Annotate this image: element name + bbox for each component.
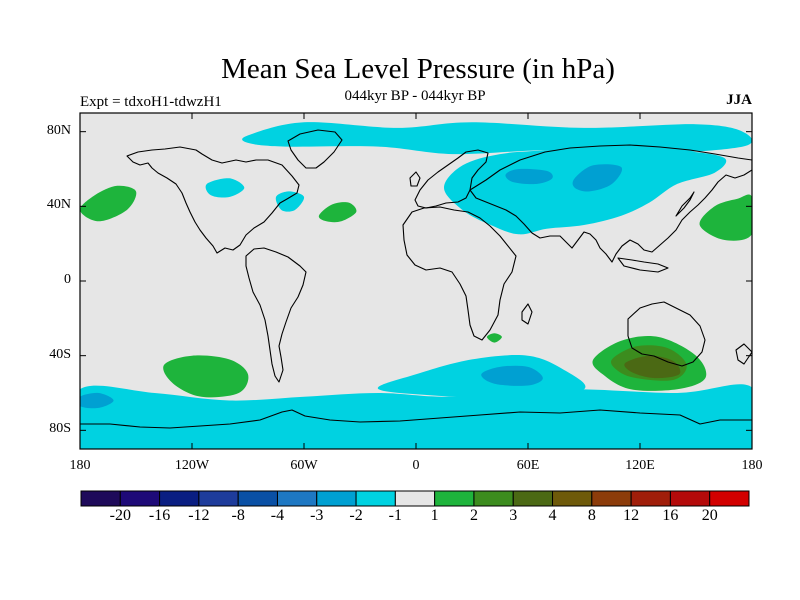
colorbar-swatch: [159, 490, 200, 507]
colorbar-label: -2: [349, 507, 363, 524]
colorbar-label: 8: [587, 507, 596, 524]
colorbar-label: -16: [148, 507, 171, 524]
contour-region-southern-ocean-negative: [80, 384, 752, 449]
experiment-label: Expt = tdxoH1-tdwzH1: [80, 94, 222, 110]
coastline-indonesia: [617, 257, 669, 273]
colorbar-swatch: [434, 490, 475, 507]
colorbar-label: 20: [701, 507, 718, 524]
contour-region-south-indian-low: [481, 365, 543, 386]
map-title: Mean Sea Level Pressure (in hPa): [221, 53, 615, 85]
colorbar-swatch: [552, 490, 593, 507]
colorbar-swatch: [512, 490, 554, 507]
colorbar-label: -12: [188, 507, 210, 524]
contour-region-south-indian-negative: [377, 355, 586, 401]
colorbar-label: -1: [388, 507, 402, 524]
coastline-south-america: [245, 247, 307, 383]
x-tick-label: 120E: [625, 458, 655, 473]
coastline-europe: [414, 149, 489, 209]
colorbar-swatch: [237, 490, 278, 507]
contour-region-north-america-negative: [205, 178, 245, 198]
colorbar-swatch: [80, 490, 121, 507]
colorbar-swatch: [394, 490, 436, 507]
contour-region-central-asia-low-2: [572, 164, 623, 192]
contour-region-north-atlantic-negative: [275, 191, 305, 212]
colorbar-swatch: [630, 490, 671, 507]
contour-region-south-pacific-high: [163, 355, 249, 398]
x-tick-label: 0: [412, 458, 420, 473]
contour-region-atlantic-small-high: [486, 333, 502, 343]
y-tick-label: 40S: [49, 346, 71, 362]
colorbar-label: -8: [231, 507, 245, 524]
contour-region-north-atlantic-high: [318, 202, 357, 223]
y-tick-label: 80S: [49, 421, 71, 437]
colorbar-swatch: [709, 490, 750, 507]
contour-region-north-pacific-high: [80, 185, 137, 222]
season-label: JJA: [726, 92, 752, 108]
contour-region-arctic-negative: [242, 122, 752, 155]
coastline-madagascar: [521, 303, 533, 325]
colorbar-label: 4: [548, 507, 557, 524]
coastline-asia: [469, 144, 752, 263]
x-tick-label: 120W: [174, 458, 210, 473]
colorbar-swatch: [198, 490, 239, 507]
colorbar-label: -3: [310, 507, 324, 524]
coastline-antarctica: [80, 409, 752, 429]
colorbar-label: 16: [662, 507, 679, 524]
colorbar-swatch: [276, 490, 318, 507]
colorbar-label: 3: [509, 507, 518, 524]
colorbar-swatch: [355, 490, 396, 507]
y-tick-label: 40N: [46, 197, 71, 213]
coastline-greenland: [287, 129, 343, 169]
x-tick-label: 180: [741, 458, 763, 473]
contour-region-west-pacific-high: [699, 194, 752, 241]
colorbar-swatch: [316, 490, 357, 507]
colorbar-label: 2: [469, 507, 478, 524]
coastline-uk: [409, 171, 421, 187]
x-tick-label: 60W: [290, 458, 318, 473]
colorbar-label: -20: [109, 507, 131, 524]
colorbar-label: 12: [623, 507, 640, 524]
y-tick-label: 0: [64, 272, 71, 287]
colorbar-swatch: [473, 490, 514, 507]
x-tick-label: 60E: [516, 458, 540, 473]
contour-region-central-asia-low-1: [505, 168, 553, 185]
colorbar-swatch: [119, 490, 161, 507]
y-tick-label: 80N: [46, 122, 71, 138]
coastline-north-america: [126, 146, 300, 254]
coastline-new-zealand: [735, 343, 752, 365]
coastline-australia: [627, 301, 706, 367]
period-label: 044kyr BP - 044kyr BP: [344, 88, 486, 104]
contour-region-ross-sea-low: [80, 392, 114, 409]
colorbar-label: 1: [430, 507, 439, 524]
colorbar-swatch: [591, 490, 632, 507]
colorbar-label: -4: [270, 507, 285, 524]
coastline-japan: [675, 191, 695, 217]
colorbar-swatch: [669, 490, 711, 507]
coastline-africa: [402, 206, 517, 341]
x-tick-label: 180: [69, 458, 91, 473]
